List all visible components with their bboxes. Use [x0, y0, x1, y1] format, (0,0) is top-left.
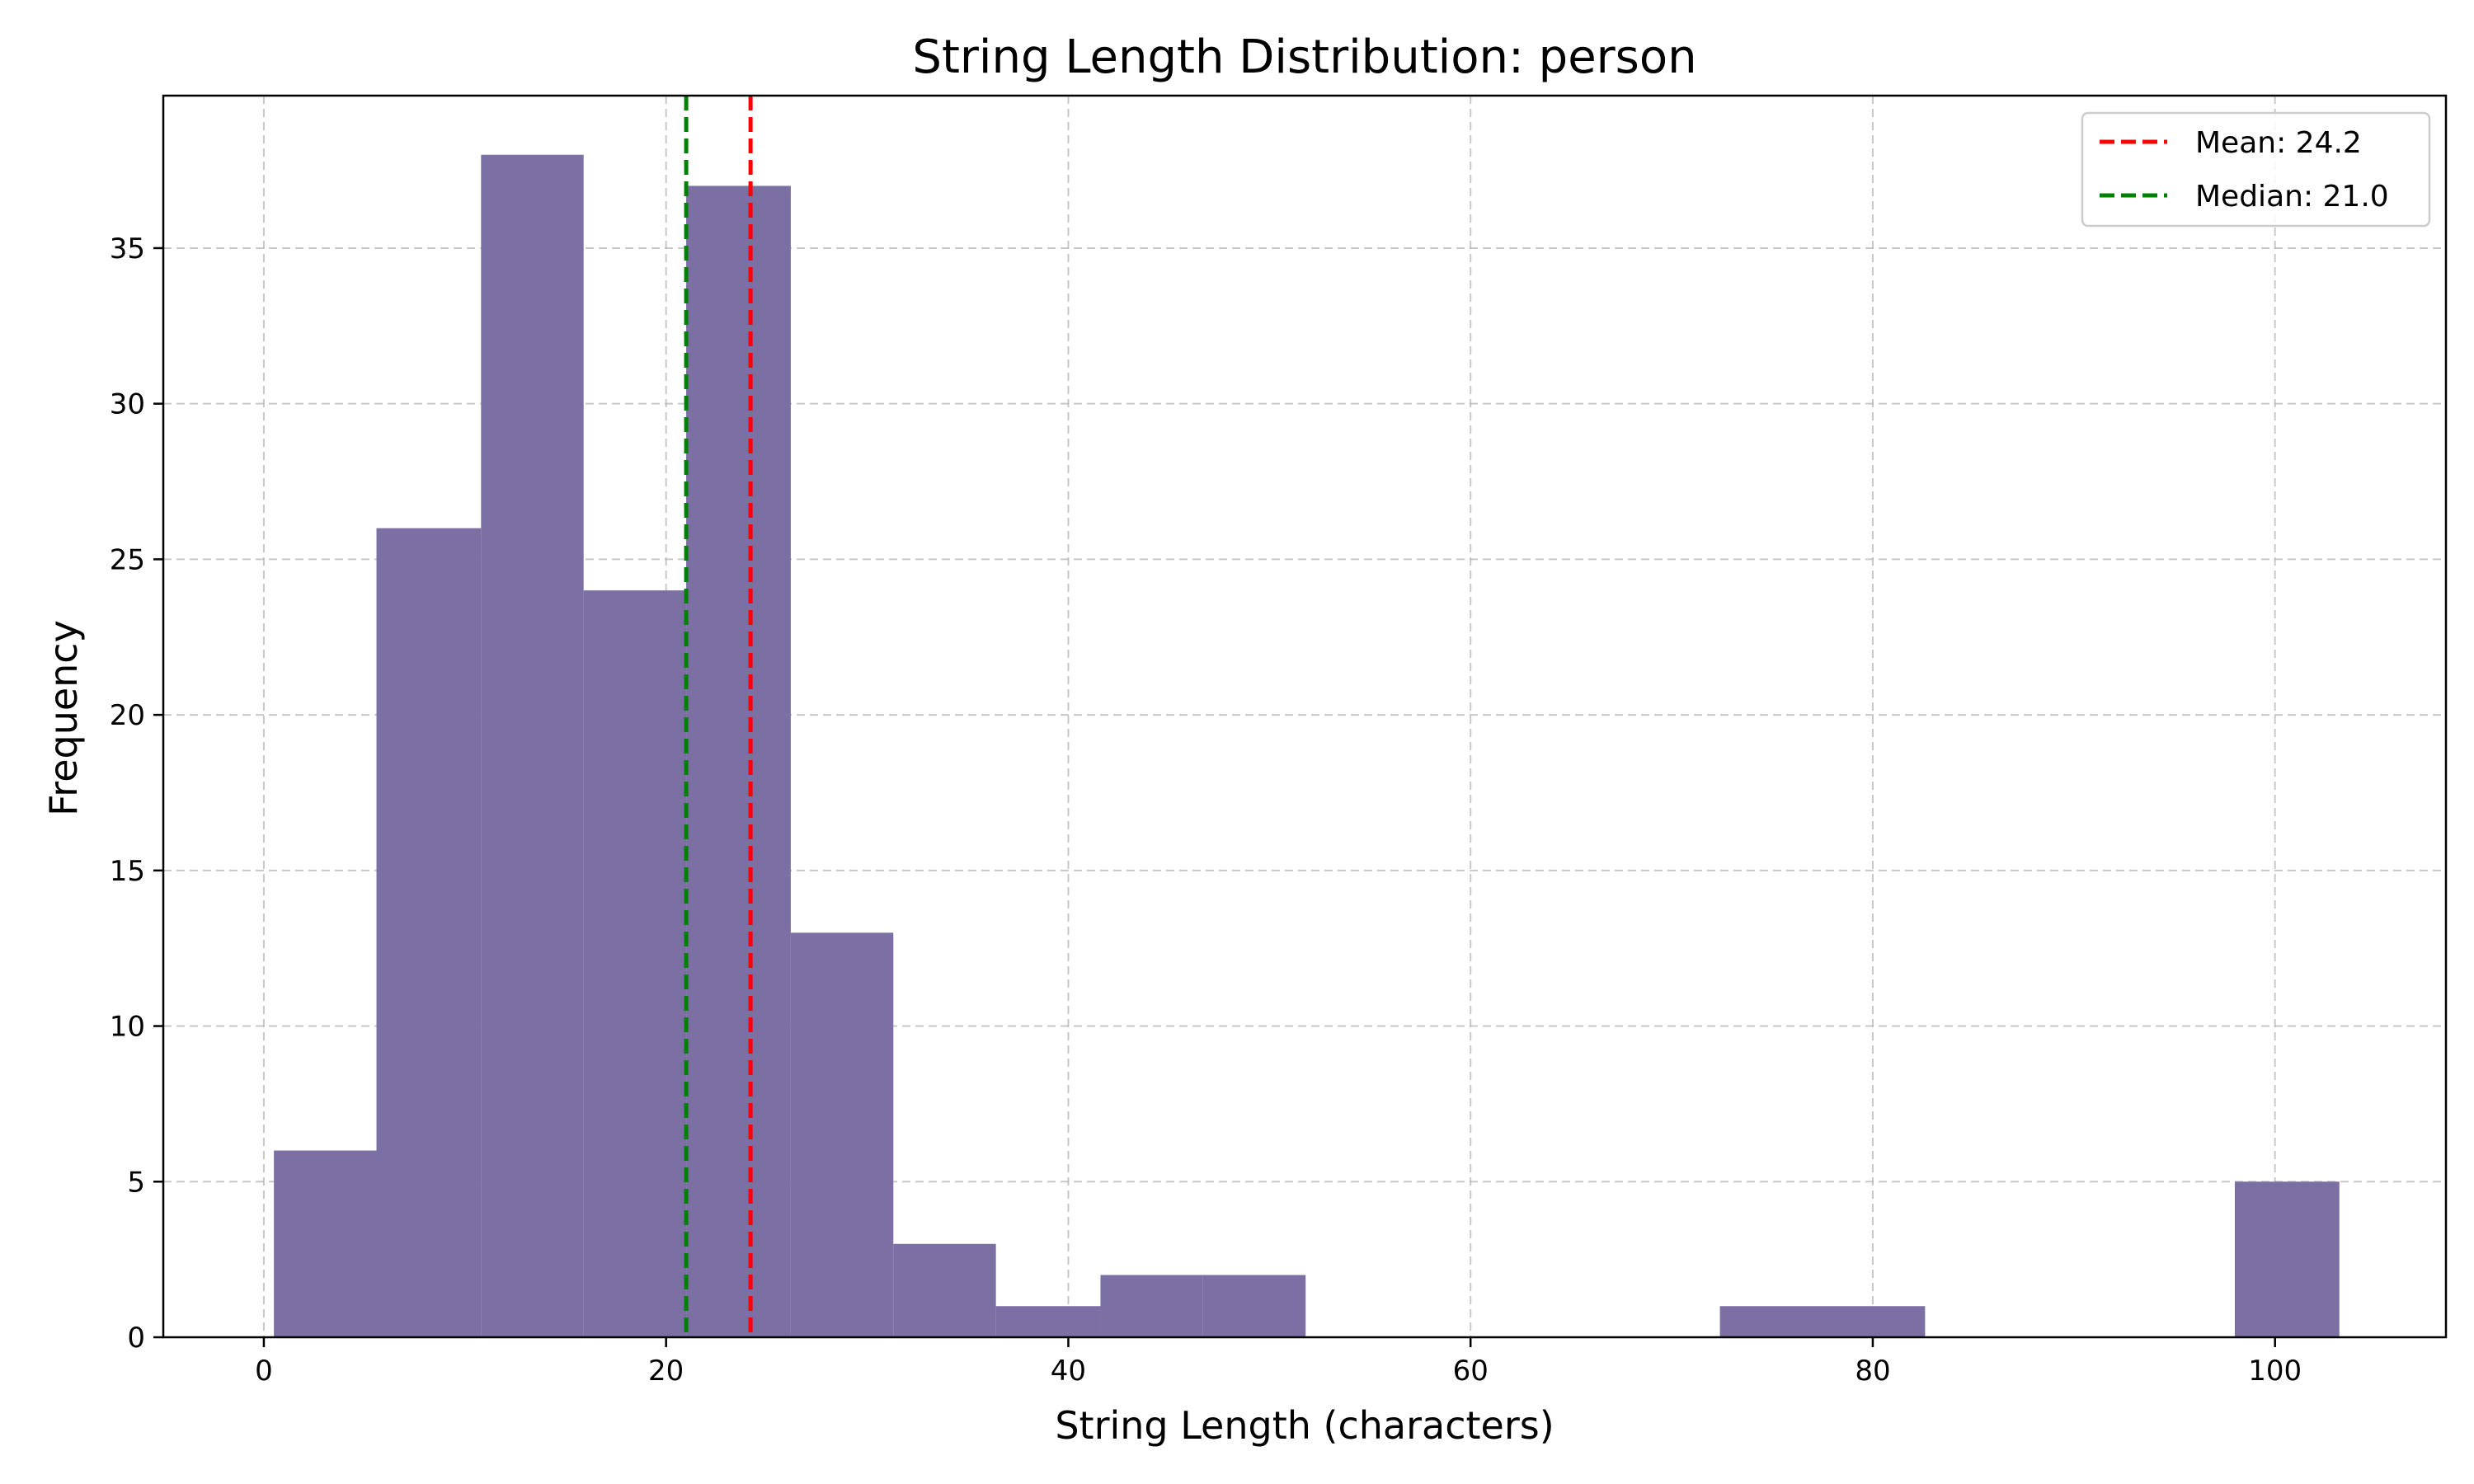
chart-title: String Length Distribution: person	[912, 31, 1696, 84]
histogram-bar	[1822, 1306, 1926, 1337]
histogram-bar	[2234, 1181, 2340, 1337]
y-tick-label: 15	[110, 855, 145, 888]
histogram-bar	[1719, 1306, 1823, 1337]
histogram-bar	[583, 590, 687, 1337]
y-tick-label: 25	[110, 543, 145, 576]
x-tick-label: 60	[1453, 1355, 1489, 1388]
y-tick-label: 30	[110, 388, 145, 421]
histogram-bar	[376, 528, 482, 1337]
x-axis-label: String Length (characters)	[1055, 1403, 1554, 1448]
histogram-bar	[995, 1306, 1101, 1337]
histogram-bar	[1100, 1275, 1203, 1337]
x-tick-label: 0	[255, 1355, 273, 1388]
y-tick-label: 35	[110, 232, 145, 265]
x-tick-label: 40	[1051, 1355, 1086, 1388]
histogram-bar	[481, 154, 584, 1338]
legend: Mean: 24.2 Median: 21.0	[2081, 111, 2431, 228]
x-axis-ticks: 0 20 40 60 80 100	[255, 1337, 2302, 1388]
reference-lines	[684, 96, 753, 1337]
histogram-bar	[790, 932, 894, 1337]
y-tick-label: 20	[110, 699, 145, 732]
plot-frame	[162, 94, 2448, 1339]
histogram-bar	[686, 186, 791, 1338]
histogram-bars	[274, 154, 2340, 1338]
y-tick-label: 0	[127, 1322, 145, 1355]
histogram-bar	[1202, 1275, 1306, 1337]
legend-label: Median: 21.0	[2195, 180, 2389, 214]
y-tick-label: 10	[110, 1011, 145, 1044]
histogram-bar	[893, 1243, 996, 1337]
legend-box	[2081, 111, 2431, 228]
x-tick-label: 80	[1855, 1355, 1890, 1388]
x-tick-label: 100	[2248, 1355, 2302, 1388]
y-axis-ticks: 0 5 10 15 20 25 30 35	[110, 232, 163, 1355]
x-tick-label: 20	[648, 1355, 684, 1388]
histogram-bar	[274, 1150, 377, 1337]
legend-label: Mean: 24.2	[2195, 126, 2362, 160]
y-tick-label: 5	[127, 1166, 145, 1199]
y-axis-label: Frequency	[41, 620, 86, 816]
